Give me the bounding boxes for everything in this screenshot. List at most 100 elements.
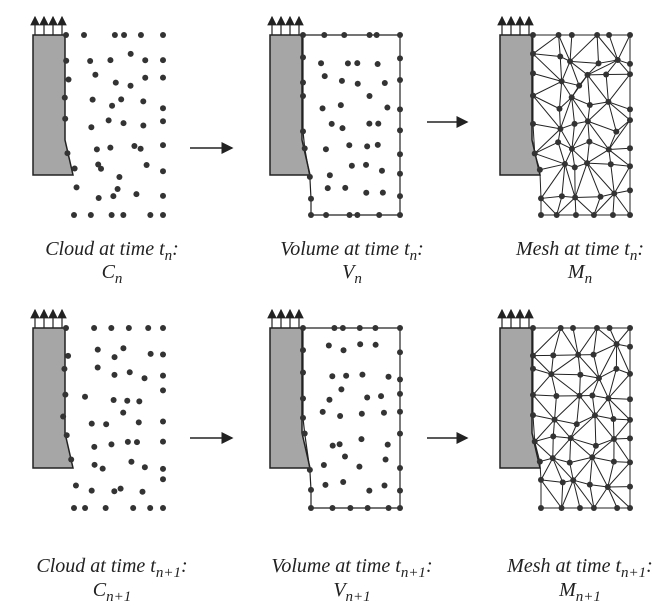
particle bbox=[103, 421, 110, 428]
particle bbox=[63, 325, 69, 331]
symbol-sub: n bbox=[585, 271, 593, 287]
particle bbox=[91, 443, 98, 450]
mesh-edge bbox=[616, 327, 631, 345]
particle bbox=[366, 32, 373, 38]
mesh-edge bbox=[607, 461, 615, 488]
caption-end: : bbox=[637, 238, 644, 260]
particle bbox=[105, 117, 112, 124]
mesh-edge bbox=[613, 419, 631, 440]
mesh-edge bbox=[605, 74, 609, 102]
particle bbox=[567, 435, 574, 442]
particle bbox=[397, 151, 403, 158]
particle bbox=[538, 195, 544, 202]
mesh-edge bbox=[561, 482, 564, 509]
particle bbox=[397, 55, 403, 62]
particle bbox=[126, 369, 133, 376]
particle bbox=[108, 212, 115, 218]
particle bbox=[130, 505, 137, 511]
particle bbox=[397, 465, 403, 472]
mesh-edge bbox=[556, 196, 563, 216]
particle bbox=[531, 438, 538, 445]
particle bbox=[346, 142, 353, 149]
plate bbox=[499, 327, 541, 469]
mesh-edge bbox=[532, 414, 555, 421]
particle bbox=[568, 145, 575, 152]
caption-end: : bbox=[426, 555, 433, 577]
particle bbox=[597, 193, 604, 200]
mesh-edge bbox=[586, 149, 610, 164]
symbol-var: M bbox=[558, 579, 577, 601]
mesh-edge bbox=[608, 149, 631, 167]
particle bbox=[557, 125, 564, 132]
particle bbox=[577, 371, 584, 378]
mesh-edge bbox=[576, 414, 596, 425]
particle bbox=[329, 442, 336, 449]
panel: Mesh at time tn:Mn bbox=[497, 15, 644, 287]
particle bbox=[300, 79, 306, 86]
particle bbox=[160, 142, 166, 149]
particle bbox=[538, 505, 544, 511]
mesh-edge bbox=[587, 101, 609, 122]
particle bbox=[614, 505, 621, 511]
particle bbox=[300, 325, 306, 331]
particle bbox=[603, 71, 610, 78]
particle bbox=[576, 392, 583, 399]
particle bbox=[558, 78, 565, 85]
particle bbox=[319, 408, 326, 415]
particle bbox=[594, 32, 601, 38]
particle bbox=[322, 146, 329, 153]
mesh-edge bbox=[587, 120, 617, 133]
particle bbox=[337, 412, 344, 419]
particle bbox=[339, 325, 346, 331]
particle bbox=[627, 370, 633, 377]
mesh-edge bbox=[608, 34, 619, 61]
mesh-edge bbox=[532, 80, 562, 97]
plate bbox=[269, 327, 311, 469]
particle bbox=[363, 161, 370, 168]
particle bbox=[589, 392, 596, 399]
particle bbox=[530, 325, 536, 331]
particle bbox=[611, 435, 618, 442]
particle bbox=[343, 372, 350, 379]
particle bbox=[397, 390, 403, 397]
particle bbox=[595, 60, 602, 67]
panel: Cloud at time tn+1:Cn+1 bbox=[30, 308, 188, 605]
particle bbox=[160, 57, 166, 64]
caption-end: : bbox=[417, 238, 424, 260]
particle bbox=[127, 50, 134, 57]
particle bbox=[627, 71, 633, 78]
particle bbox=[87, 58, 94, 65]
particle bbox=[627, 212, 633, 218]
particle bbox=[331, 325, 338, 331]
caption-symbol: Vn bbox=[342, 261, 362, 287]
particle bbox=[363, 189, 370, 196]
caption-title: Cloud at time tn+1: bbox=[36, 555, 187, 581]
volume-boundary bbox=[302, 327, 401, 509]
particle bbox=[124, 397, 131, 404]
particle bbox=[71, 212, 77, 218]
caption-sub: n+1 bbox=[401, 565, 426, 581]
particle bbox=[117, 485, 124, 492]
mesh-edge bbox=[607, 486, 618, 509]
caption-symbol: Cn+1 bbox=[93, 579, 131, 605]
particle bbox=[71, 505, 77, 511]
mesh-edge bbox=[608, 73, 631, 103]
particle bbox=[128, 458, 135, 465]
particle bbox=[160, 505, 166, 511]
particle bbox=[109, 102, 116, 109]
particle bbox=[397, 212, 403, 218]
symbol-sub: n+1 bbox=[576, 589, 601, 605]
mesh-edge bbox=[608, 101, 631, 121]
particle bbox=[342, 184, 349, 191]
particle bbox=[591, 412, 598, 419]
particle bbox=[329, 373, 336, 380]
caption-words: Cloud at time bbox=[45, 238, 154, 260]
mesh-edge bbox=[564, 163, 576, 198]
symbol-sub: n bbox=[115, 271, 123, 287]
particle bbox=[61, 94, 68, 101]
mesh-edge bbox=[532, 72, 562, 82]
mesh-edge bbox=[598, 59, 618, 64]
particle bbox=[160, 168, 166, 175]
particle bbox=[584, 71, 591, 78]
mesh-edge bbox=[613, 438, 631, 463]
